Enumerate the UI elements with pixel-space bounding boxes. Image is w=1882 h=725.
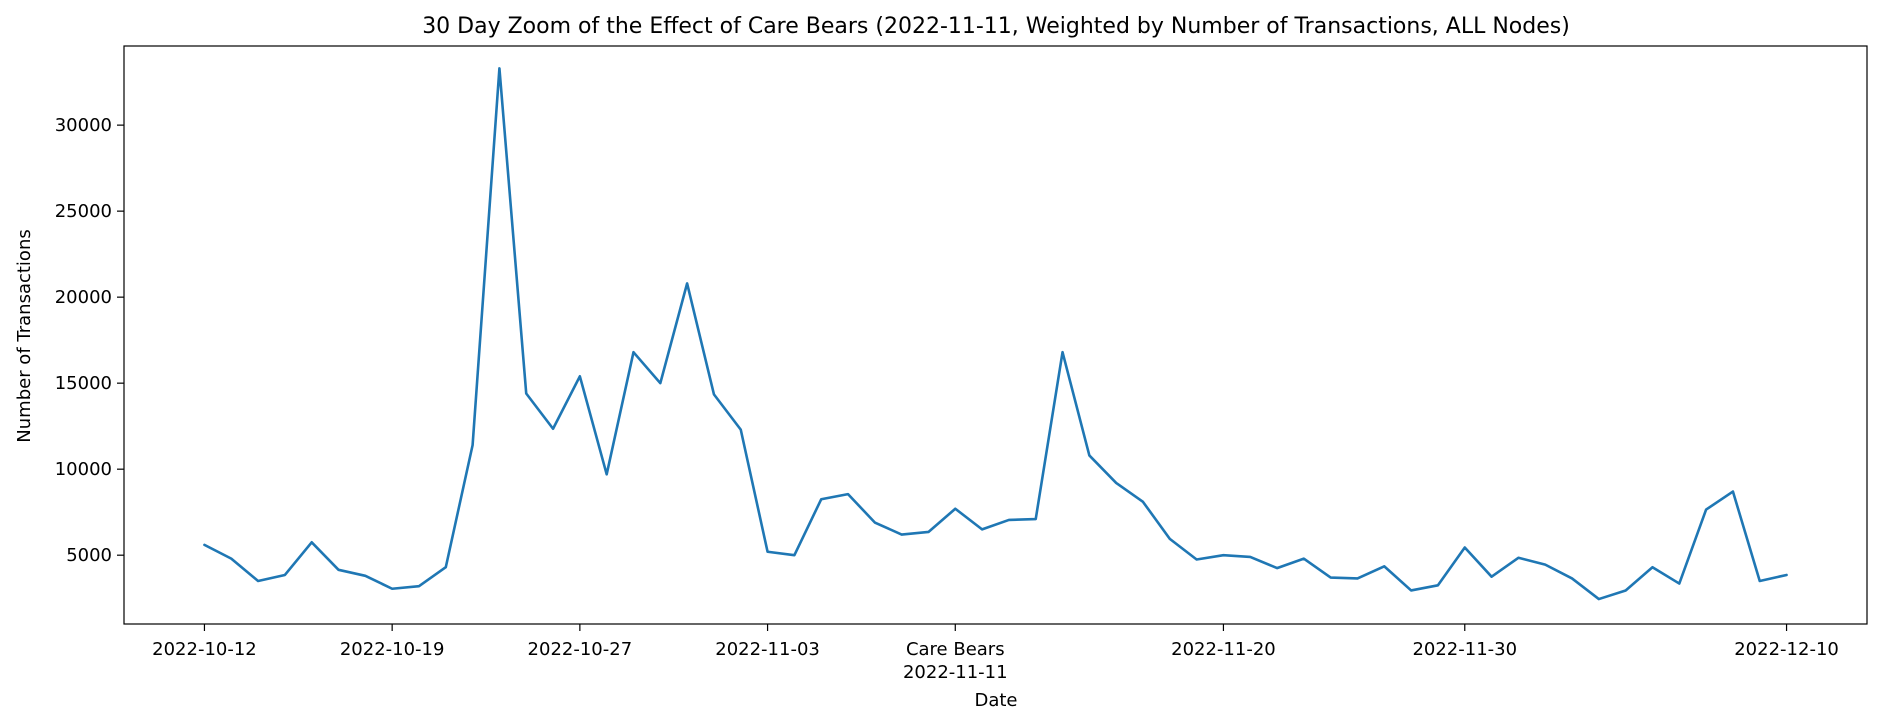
- x-tick-label: 2022-11-20: [1171, 639, 1276, 660]
- x-tick-label: 2022-11-30: [1412, 639, 1517, 660]
- y-tick-label: 15000: [55, 373, 112, 394]
- plot-frame: [123, 45, 1868, 625]
- series-line: [203, 67, 1788, 601]
- chart-title: 30 Day Zoom of the Effect of Care Bears …: [422, 14, 1570, 39]
- x-axis: 2022-10-12 2022-10-19 2022-10-27 2022-11-03…: [152, 624, 1839, 683]
- x-tick-label: 2022-10-19: [340, 639, 445, 660]
- plot-area: [123, 45, 1868, 625]
- y-tick-label: 25000: [55, 201, 112, 222]
- x-tick-label: 2022-10-12: [152, 639, 257, 660]
- y-axis-label: Number of Transactions: [14, 229, 35, 442]
- x-tick-label-secondary: 2022-11-11: [903, 662, 1008, 683]
- y-tick-label: 10000: [55, 459, 112, 480]
- y-tick-label: 20000: [55, 287, 112, 308]
- x-axis-label: Date: [974, 690, 1017, 711]
- x-tick-label: 2022-12-10: [1734, 639, 1839, 660]
- series-layer: [203, 67, 1788, 601]
- x-tick-label: Care Bears: [906, 639, 1005, 660]
- y-axis: 5000 10000 15000 20000 25000 30000: [55, 115, 124, 566]
- x-tick-label: 2022-10-27: [528, 639, 633, 660]
- x-tick-label: 2022-11-03: [715, 639, 820, 660]
- y-tick-label: 5000: [66, 545, 112, 566]
- y-tick-label: 30000: [55, 115, 112, 136]
